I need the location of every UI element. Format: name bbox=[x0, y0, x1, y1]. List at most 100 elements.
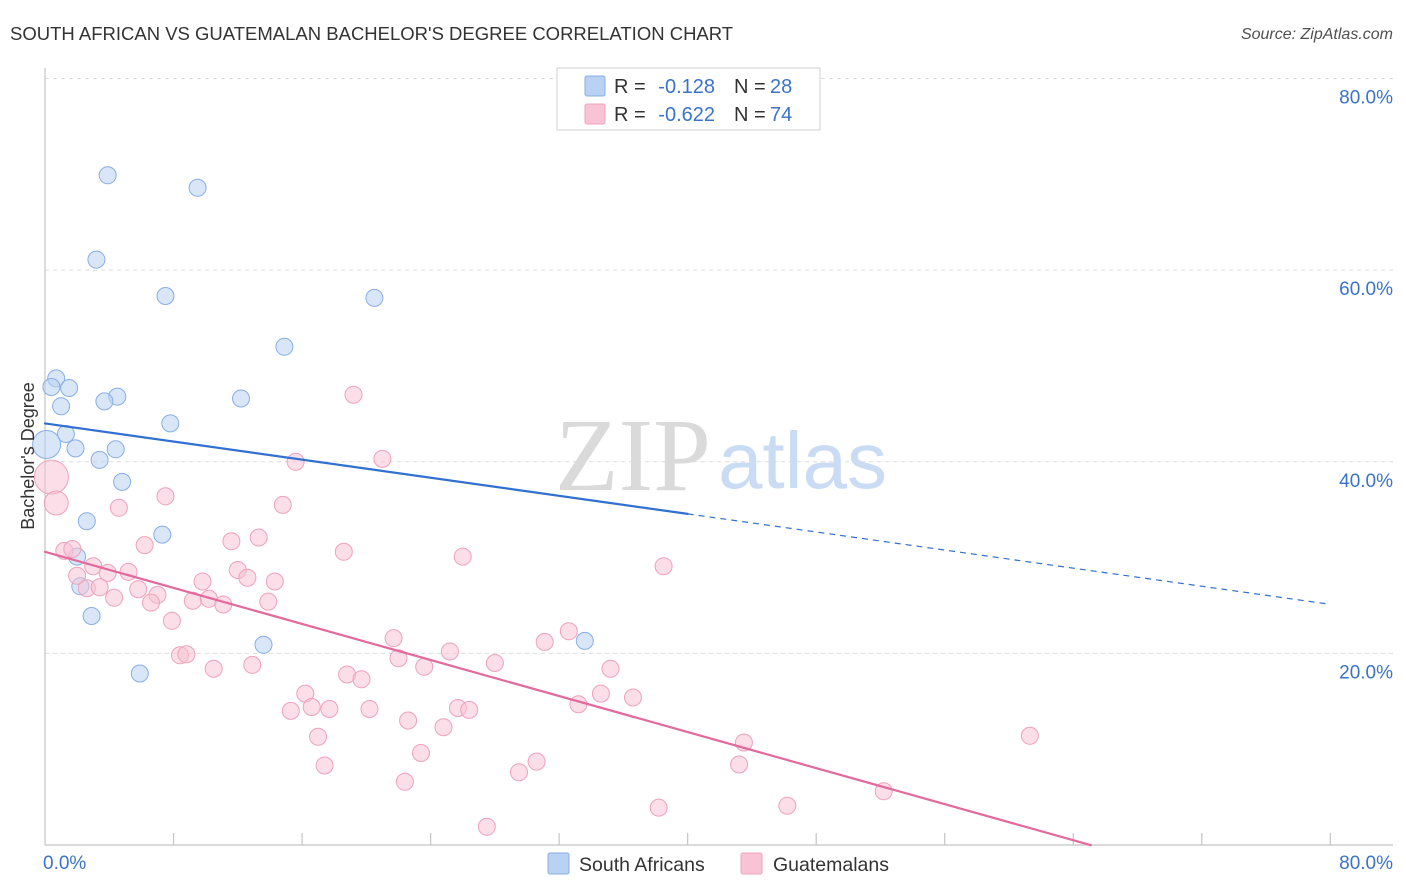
south-african-point[interactable] bbox=[87, 250, 106, 269]
south-african-point[interactable] bbox=[232, 389, 250, 408]
guatemalan-point[interactable] bbox=[1020, 726, 1039, 745]
n-value: 28 bbox=[770, 76, 792, 98]
r-value: -0.622 bbox=[658, 104, 715, 126]
guatemalan-point[interactable] bbox=[649, 798, 668, 817]
grid-layer: 20.0% 40.0% 60.0% 80.0% bbox=[45, 78, 1393, 683]
guatemalan-point[interactable] bbox=[535, 632, 554, 651]
guatemalan-point[interactable] bbox=[109, 498, 128, 517]
guatemalan-point[interactable] bbox=[68, 566, 87, 585]
south-african-point[interactable] bbox=[188, 178, 207, 197]
south-african-point[interactable] bbox=[98, 166, 117, 185]
guatemalan-point[interactable] bbox=[204, 659, 223, 678]
guatemalan-point[interactable] bbox=[162, 611, 181, 630]
guatemalan-point[interactable] bbox=[259, 592, 278, 611]
south-african-point[interactable] bbox=[575, 631, 594, 650]
guatemalan-point[interactable] bbox=[477, 817, 496, 836]
guatemalan-point[interactable] bbox=[302, 698, 321, 716]
guatemalan-point[interactable] bbox=[453, 547, 472, 566]
guatemalan-point[interactable] bbox=[778, 796, 797, 815]
south-african-point[interactable] bbox=[156, 287, 175, 305]
south-african-point[interactable] bbox=[82, 607, 101, 625]
guatemalan-point[interactable] bbox=[63, 540, 82, 558]
south-african-point[interactable] bbox=[95, 392, 114, 411]
guatemalan-point[interactable] bbox=[527, 752, 546, 771]
south-african-point[interactable] bbox=[161, 414, 180, 433]
guatemalan-point[interactable] bbox=[129, 580, 148, 599]
watermark: ZIP atlas bbox=[555, 398, 887, 513]
guatemalan-point[interactable] bbox=[395, 772, 414, 791]
guatemalan-point[interactable] bbox=[559, 622, 578, 641]
guatemalan-point[interactable] bbox=[434, 718, 453, 737]
n-label: N = bbox=[734, 104, 766, 126]
guatemalan-point[interactable] bbox=[315, 756, 334, 775]
south-african-point[interactable] bbox=[113, 472, 132, 491]
guatemalan-point[interactable] bbox=[874, 782, 893, 801]
guatemalan-point[interactable] bbox=[485, 654, 504, 672]
guatemalan-point[interactable] bbox=[281, 701, 300, 720]
guatemalan-point[interactable] bbox=[33, 459, 69, 495]
guatemalan-point[interactable] bbox=[238, 568, 257, 587]
guatemalan-point[interactable] bbox=[373, 449, 392, 468]
guatemalan-point[interactable] bbox=[309, 727, 328, 746]
guatemalan-point[interactable] bbox=[344, 385, 363, 404]
guatemalan-point[interactable] bbox=[384, 629, 403, 648]
y-tick-label: 40.0% bbox=[1339, 471, 1393, 492]
guatemalan-point[interactable] bbox=[243, 655, 262, 674]
trend-layer bbox=[43, 422, 1331, 847]
guatemalan-point[interactable] bbox=[320, 700, 339, 718]
south-africans-points bbox=[32, 166, 594, 683]
guatemalan-point[interactable] bbox=[222, 532, 241, 551]
guatemalan-point[interactable] bbox=[43, 490, 69, 516]
legend-item-south-africans[interactable]: South Africans bbox=[547, 852, 705, 876]
south-african-point[interactable] bbox=[42, 378, 61, 396]
south-african-point[interactable] bbox=[32, 430, 62, 459]
guatemalan-point[interactable] bbox=[156, 487, 175, 506]
n-label: N = bbox=[734, 76, 766, 98]
guatemalan-point[interactable] bbox=[412, 744, 430, 762]
guatemalan-point[interactable] bbox=[105, 588, 124, 607]
guatemalan-point[interactable] bbox=[334, 542, 353, 561]
south-african-point[interactable] bbox=[60, 379, 79, 397]
guatemalan-point[interactable] bbox=[193, 572, 212, 591]
legend-swatch-south-africans bbox=[547, 852, 570, 875]
guatemalan-point[interactable] bbox=[177, 645, 196, 664]
r-value: -0.128 bbox=[658, 76, 715, 98]
guatemalan-point[interactable] bbox=[389, 649, 408, 668]
guatemalan-point[interactable] bbox=[142, 593, 160, 612]
guatemalan-point[interactable] bbox=[654, 557, 673, 576]
south-african-point[interactable] bbox=[254, 635, 273, 654]
south-african-point[interactable] bbox=[365, 288, 384, 307]
guatemalan-point[interactable] bbox=[352, 670, 371, 689]
south-african-point[interactable] bbox=[275, 337, 294, 356]
guatemalan-point[interactable] bbox=[601, 659, 620, 678]
guatemalan-point[interactable] bbox=[460, 700, 479, 719]
legend-swatch-south-africans bbox=[584, 75, 606, 97]
guatemalan-point[interactable] bbox=[591, 684, 610, 703]
south-african-point[interactable] bbox=[77, 512, 96, 531]
n-value: 74 bbox=[770, 104, 792, 126]
guatemalan-point[interactable] bbox=[135, 536, 154, 555]
guatemalan-point[interactable] bbox=[440, 642, 459, 661]
r-label: R = bbox=[614, 104, 646, 126]
south-african-point[interactable] bbox=[66, 439, 85, 458]
guatemalan-point[interactable] bbox=[399, 711, 418, 730]
points-layer bbox=[32, 166, 1039, 836]
stats-row-south-africans: R = -0.128 N = 28 bbox=[584, 75, 792, 98]
south-african-point[interactable] bbox=[130, 664, 149, 683]
south-african-point[interactable] bbox=[153, 525, 172, 544]
guatemalan-point[interactable] bbox=[286, 452, 305, 471]
guatemalan-point[interactable] bbox=[249, 528, 268, 547]
south-african-point[interactable] bbox=[52, 397, 71, 416]
legend-item-guatemalans[interactable]: Guatemalans bbox=[740, 852, 889, 876]
guatemalan-point[interactable] bbox=[90, 578, 109, 597]
guatemalan-point[interactable] bbox=[265, 572, 284, 591]
series-legend: South Africans Guatemalans bbox=[547, 852, 889, 876]
guatemalan-point[interactable] bbox=[624, 688, 642, 707]
guatemalan-point[interactable] bbox=[730, 755, 749, 774]
south-african-point[interactable] bbox=[90, 450, 109, 469]
south-african-point[interactable] bbox=[106, 440, 125, 459]
guatemalan-point[interactable] bbox=[360, 700, 379, 718]
stats-legend: R = -0.128 N = 28 R = -0.622 N = 74 bbox=[556, 67, 821, 131]
guatemalan-point[interactable] bbox=[510, 763, 528, 782]
guatemalan-point[interactable] bbox=[273, 495, 292, 514]
